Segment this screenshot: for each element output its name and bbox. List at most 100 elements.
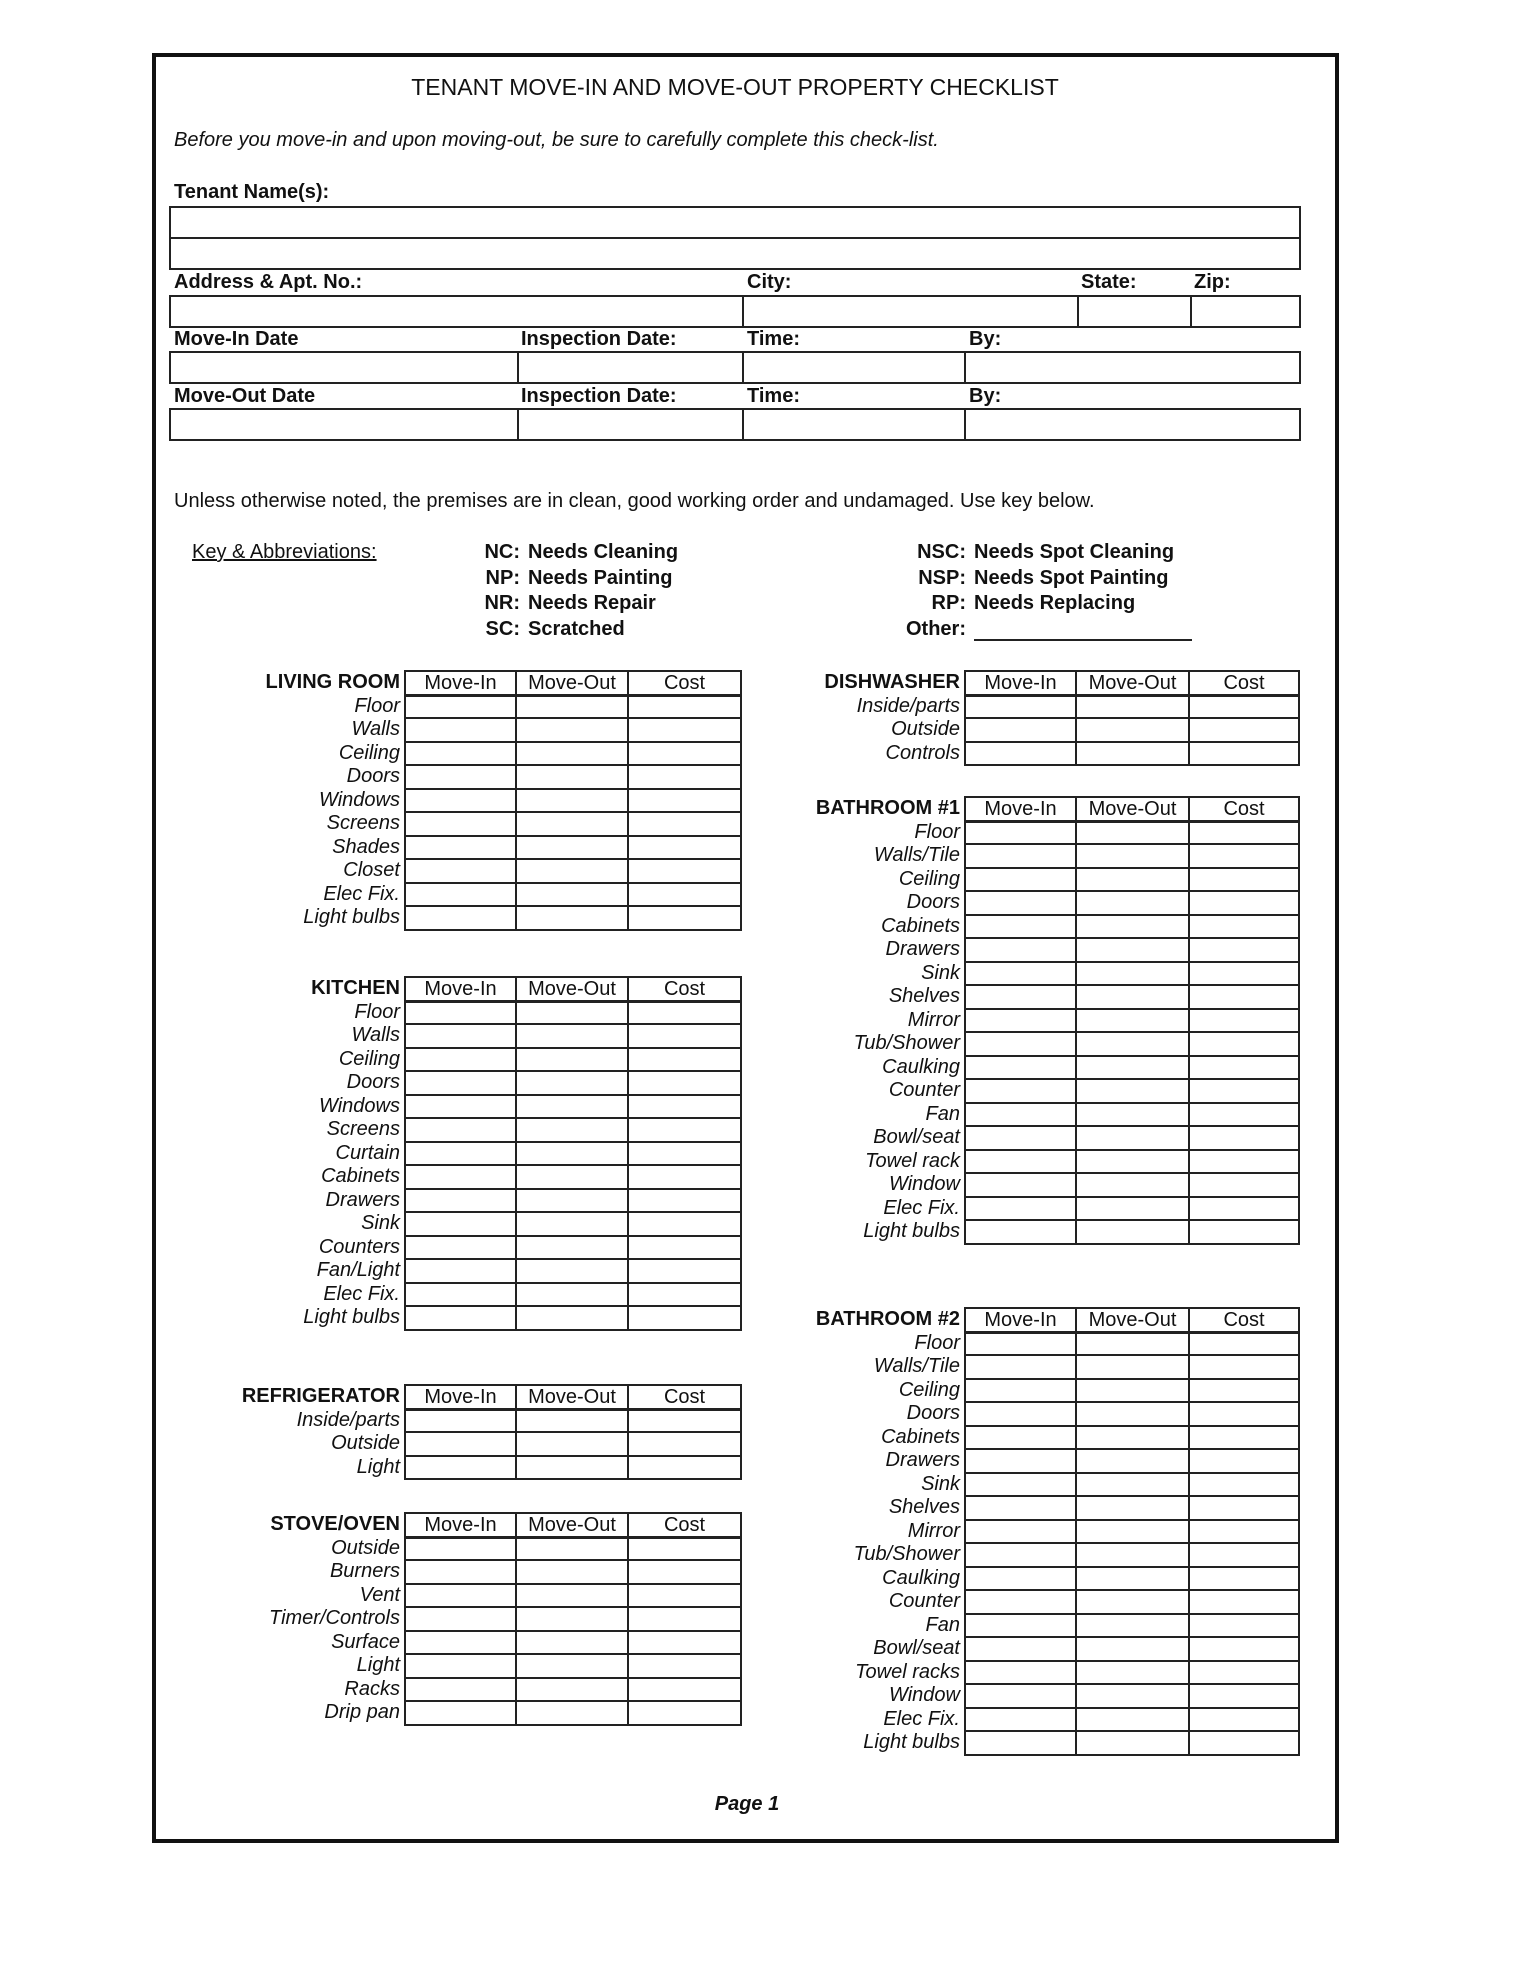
move-out-cell[interactable] [1075, 984, 1190, 1010]
move-in-cell[interactable] [404, 1535, 517, 1561]
move-out-cell[interactable] [515, 1281, 629, 1307]
move-out-cell[interactable] [1075, 1078, 1190, 1104]
move-out-cell[interactable] [1075, 843, 1190, 869]
cost-cell[interactable] [1188, 937, 1300, 963]
move-in-cell[interactable] [964, 1007, 1077, 1033]
cost-cell[interactable] [1188, 1683, 1300, 1709]
cost-cell[interactable] [627, 1676, 742, 1702]
move-out-cell[interactable] [1075, 1007, 1190, 1033]
move-out-cell[interactable] [515, 1070, 629, 1096]
cost-cell[interactable] [1188, 984, 1300, 1010]
move-in-cell[interactable] [404, 1431, 517, 1457]
move-out-cell[interactable] [1075, 960, 1190, 986]
move-out-cell[interactable] [1075, 1589, 1190, 1615]
move-out-cell[interactable] [515, 717, 629, 743]
move-out-cell[interactable] [1075, 1706, 1190, 1732]
move-in-cell[interactable] [964, 913, 1077, 939]
cost-cell[interactable] [627, 717, 742, 743]
move-in-cell[interactable] [404, 787, 517, 813]
move-in-cell[interactable] [964, 843, 1077, 869]
move-out-cell[interactable] [1075, 1195, 1190, 1221]
move-in-cell[interactable] [404, 1700, 517, 1726]
move-in-cell[interactable] [404, 1093, 517, 1119]
move-in-cell[interactable] [964, 1659, 1077, 1685]
move-out-cell[interactable] [515, 999, 629, 1025]
move-out-cell[interactable] [1075, 740, 1190, 766]
cost-cell[interactable] [627, 787, 742, 813]
move-in-cell[interactable] [404, 1187, 517, 1213]
move-in-cell[interactable] [404, 1164, 517, 1190]
move-out-cell[interactable] [515, 1187, 629, 1213]
cost-cell[interactable] [1188, 717, 1300, 743]
move-out-cell[interactable] [1075, 890, 1190, 916]
cost-cell[interactable] [1188, 1172, 1300, 1198]
move-out-cell[interactable] [515, 858, 629, 884]
cost-cell[interactable] [1188, 960, 1300, 986]
move-out-date-field[interactable] [169, 408, 519, 441]
cost-cell[interactable] [1188, 1471, 1300, 1497]
move-in-cell[interactable] [964, 740, 1077, 766]
move-out-cell[interactable] [1075, 1683, 1190, 1709]
cost-cell[interactable] [627, 1700, 742, 1726]
move-out-cell[interactable] [1075, 1636, 1190, 1662]
move-out-cell[interactable] [1075, 1518, 1190, 1544]
move-in-cell[interactable] [404, 1258, 517, 1284]
move-out-cell[interactable] [1075, 1565, 1190, 1591]
cost-cell[interactable] [1188, 1659, 1300, 1685]
move-in-cell[interactable] [964, 1565, 1077, 1591]
move-out-cell[interactable] [1075, 1148, 1190, 1174]
move-in-cell[interactable] [404, 1559, 517, 1585]
cost-cell[interactable] [627, 1454, 742, 1480]
cost-cell[interactable] [1188, 1377, 1300, 1403]
move-in-cell[interactable] [404, 881, 517, 907]
cost-cell[interactable] [627, 1023, 742, 1049]
cost-cell[interactable] [627, 1559, 742, 1585]
move-out-cell[interactable] [515, 1305, 629, 1331]
cost-cell[interactable] [1188, 1424, 1300, 1450]
cost-cell[interactable] [1188, 1078, 1300, 1104]
move-in-cell[interactable] [404, 1629, 517, 1655]
move-in-cell[interactable] [964, 1078, 1077, 1104]
move-out-cell[interactable] [1075, 819, 1190, 845]
move-in-cell[interactable] [964, 1172, 1077, 1198]
cost-cell[interactable] [1188, 1542, 1300, 1568]
move-in-cell[interactable] [404, 740, 517, 766]
other-blank-line[interactable] [974, 619, 1192, 642]
move-out-cell[interactable] [1075, 937, 1190, 963]
zip-field[interactable] [1190, 295, 1301, 328]
move-in-cell[interactable] [964, 717, 1077, 743]
tenant-name-field-2[interactable] [169, 237, 1301, 270]
move-out-cell[interactable] [1075, 1730, 1190, 1756]
move-out-cell[interactable] [515, 1117, 629, 1143]
move-out-cell[interactable] [1075, 1542, 1190, 1568]
move-in-cell[interactable] [404, 764, 517, 790]
move-in-cell[interactable] [964, 984, 1077, 1010]
cost-cell[interactable] [627, 1164, 742, 1190]
cost-cell[interactable] [1188, 1354, 1300, 1380]
move-in-cell[interactable] [964, 1448, 1077, 1474]
move-in-cell[interactable] [404, 1606, 517, 1632]
cost-cell[interactable] [1188, 1125, 1300, 1151]
move-in-cell[interactable] [964, 890, 1077, 916]
move-in-cell[interactable] [404, 693, 517, 719]
move-in-cell[interactable] [964, 1589, 1077, 1615]
city-field[interactable] [742, 295, 1079, 328]
move-in-cell[interactable] [964, 960, 1077, 986]
cost-cell[interactable] [627, 834, 742, 860]
cost-cell[interactable] [627, 999, 742, 1025]
cost-cell[interactable] [627, 740, 742, 766]
move-in-cell[interactable] [964, 693, 1077, 719]
cost-cell[interactable] [1188, 1495, 1300, 1521]
cost-cell[interactable] [1188, 1706, 1300, 1732]
move-in-cell[interactable] [404, 811, 517, 837]
cost-cell[interactable] [1188, 1636, 1300, 1662]
move-out-cell[interactable] [515, 1164, 629, 1190]
move-out-cell[interactable] [515, 881, 629, 907]
cost-cell[interactable] [627, 1093, 742, 1119]
cost-cell[interactable] [1188, 1101, 1300, 1127]
move-in-cell[interactable] [964, 1101, 1077, 1127]
cost-cell[interactable] [1188, 1448, 1300, 1474]
move-in-cell[interactable] [964, 1424, 1077, 1450]
move-in-cell[interactable] [964, 1401, 1077, 1427]
move-out-cell[interactable] [515, 1140, 629, 1166]
